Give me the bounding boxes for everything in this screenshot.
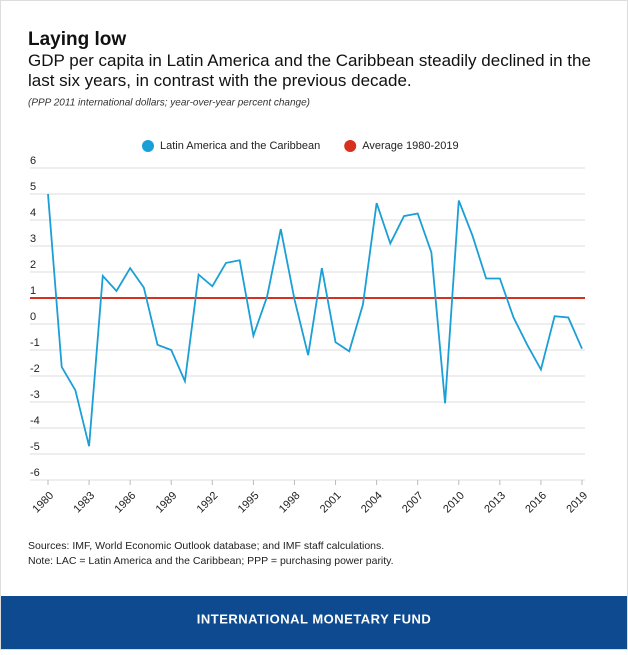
legend-swatch	[142, 140, 154, 152]
y-tick-label: 6	[30, 155, 36, 167]
series-line	[47, 193, 583, 447]
y-tick-label: -4	[30, 415, 40, 427]
note: Note: LAC = Latin America and the Caribb…	[28, 555, 394, 567]
y-tick-label: -1	[30, 337, 40, 349]
legend-label: Average 1980-2019	[362, 140, 458, 152]
y-tick-label: 3	[30, 233, 36, 245]
y-tick-label: -2	[30, 363, 40, 375]
y-tick-label: -5	[30, 441, 40, 453]
chart-subtitle: GDP per capita in Latin America and the …	[28, 51, 591, 90]
y-tick-label: 4	[30, 207, 36, 219]
footer-band	[1, 596, 627, 649]
footer: INTERNATIONAL MONETARY FUND	[197, 611, 432, 626]
units-note: (PPP 2011 international dollars; year-ov…	[28, 98, 310, 109]
subtitle-line: last six years, in contrast with the pre…	[28, 71, 412, 90]
y-tick-label: 0	[30, 311, 36, 323]
y-tick-label: -6	[30, 467, 40, 479]
y-tick-label: 5	[30, 181, 36, 193]
chart-title: Laying low	[28, 29, 126, 50]
legend-label: Latin America and the Caribbean	[160, 140, 320, 152]
legend-swatch	[344, 140, 357, 152]
y-tick-label: 1	[30, 285, 36, 297]
subtitle-line: GDP per capita in Latin America and the …	[28, 51, 591, 70]
sources: Sources: IMF, World Economic Outlook dat…	[28, 540, 384, 552]
y-tick-label: -3	[30, 389, 40, 401]
y-tick-label: 2	[30, 259, 36, 271]
